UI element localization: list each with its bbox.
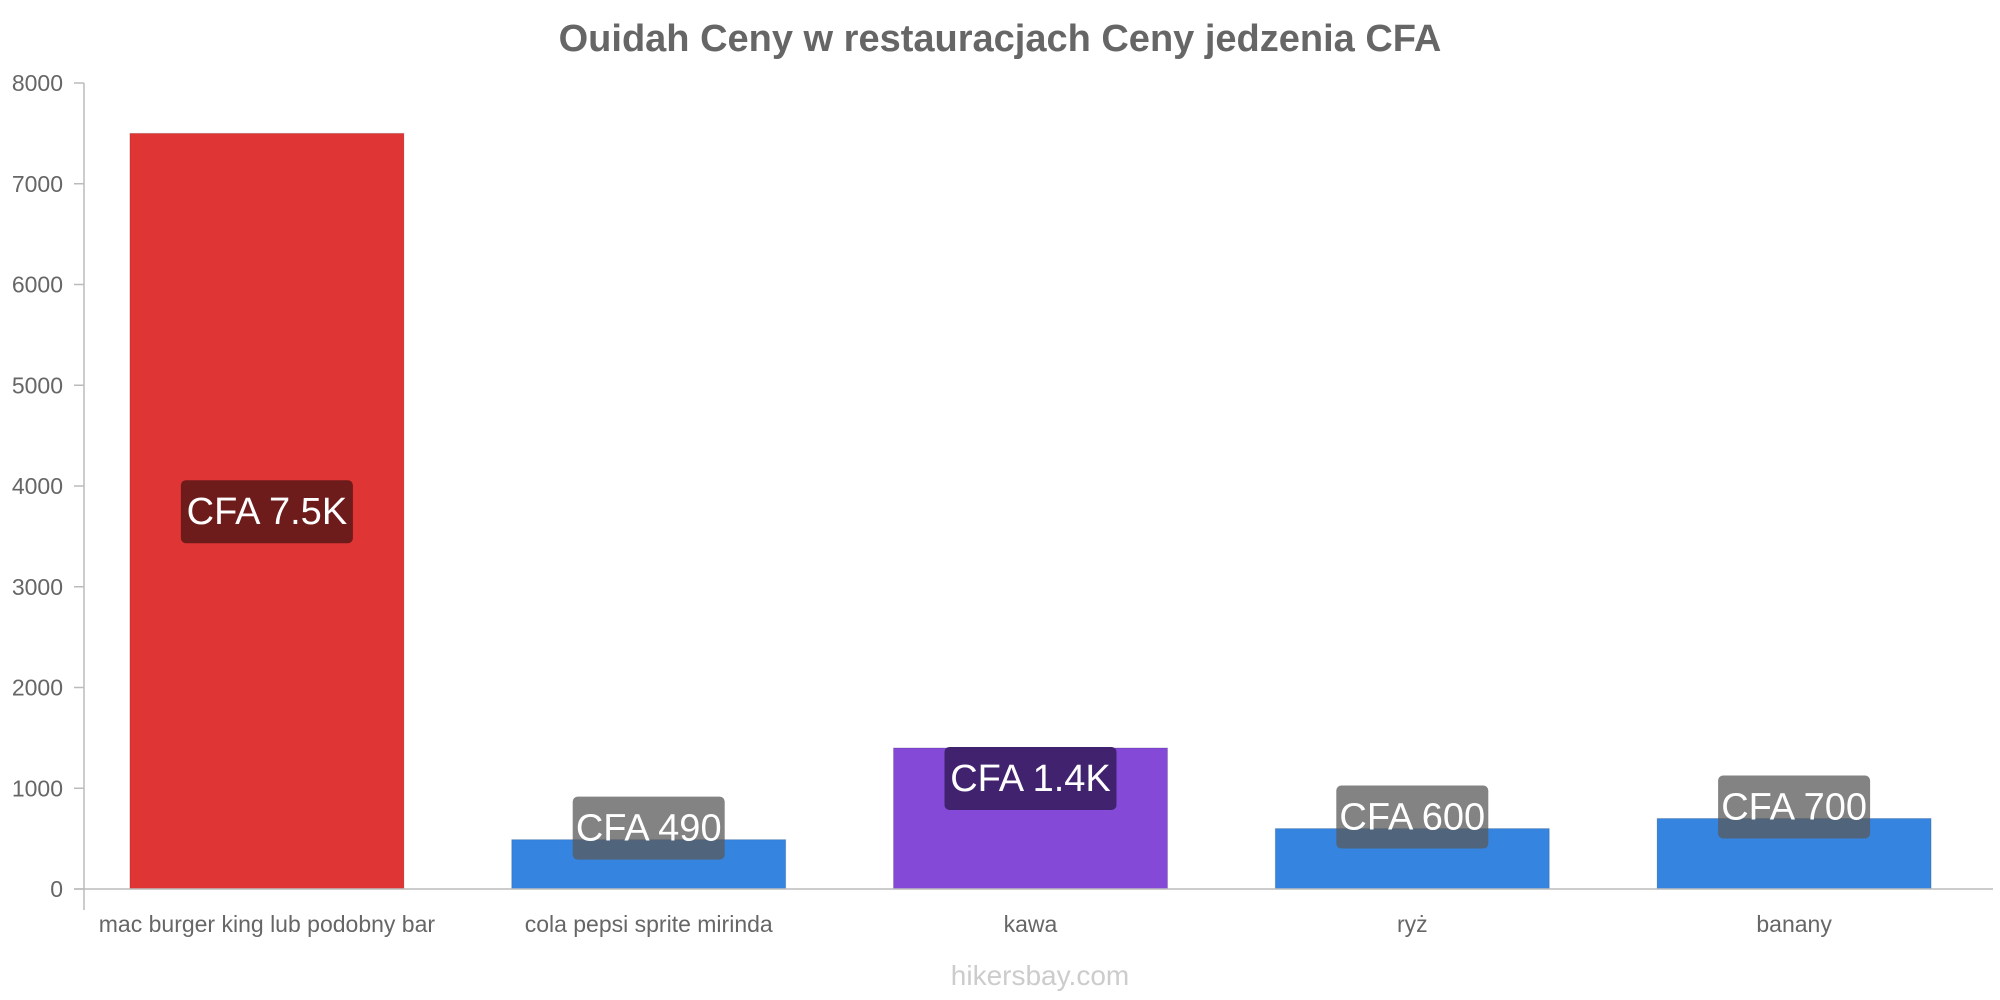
y-tick-label: 6000	[12, 272, 63, 298]
data-label: CFA 1.4K	[950, 758, 1111, 800]
data-label-box	[180, 480, 353, 544]
data-label-box	[1718, 775, 1871, 839]
x-tick-label: cola pepsi sprite mirinda	[525, 911, 773, 937]
y-tick-label: 3000	[12, 574, 63, 600]
data-label: CFA 7.5K	[187, 491, 348, 533]
y-tick-label: 4000	[12, 473, 63, 499]
chart-title: Ouidah Ceny w restauracjach Ceny jedzeni…	[558, 18, 1442, 60]
data-label-box	[572, 796, 725, 860]
data-label: CFA 700	[1721, 786, 1867, 828]
x-tick-label: banany	[1756, 911, 1832, 937]
data-label: CFA 490	[576, 808, 722, 850]
watermark: hikersbay.com	[950, 960, 1130, 991]
x-tick-label: ryż	[1397, 911, 1428, 937]
data-label-box	[1336, 785, 1489, 849]
x-tick-label: kawa	[1004, 911, 1058, 937]
data-label-box	[944, 746, 1117, 810]
x-tick-label: mac burger king lub podobny bar	[99, 911, 436, 937]
y-tick-label: 7000	[12, 171, 63, 197]
y-tick-label: 1000	[12, 775, 63, 801]
data-label: CFA 600	[1339, 797, 1485, 839]
y-tick-label: 5000	[12, 372, 63, 398]
y-tick-label: 0	[50, 876, 63, 902]
y-tick-label: 8000	[12, 70, 63, 96]
y-tick-label: 2000	[12, 675, 63, 701]
